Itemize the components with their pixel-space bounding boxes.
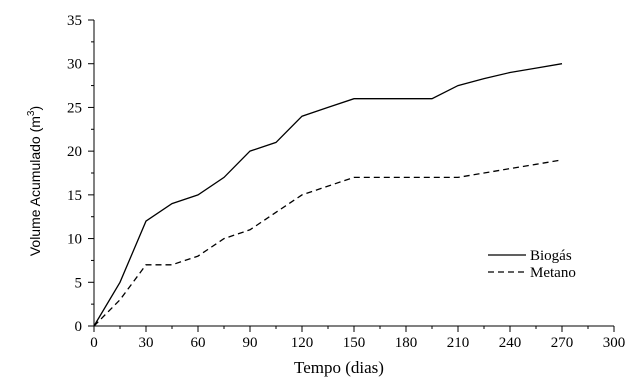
y-tick-label: 20 — [67, 144, 82, 160]
y-tick-label: 25 — [67, 100, 82, 116]
x-tick-label: 180 — [395, 335, 418, 351]
x-tick-label: 30 — [139, 335, 154, 351]
x-tick-label: 120 — [291, 335, 314, 351]
y-axis-title: Volume Acumulado (m3) — [26, 106, 43, 256]
y-tick-label: 0 — [75, 319, 83, 335]
y-ticks: 0 5 10 15 20 25 30 35 — [67, 13, 94, 335]
y-tick-label: 30 — [67, 57, 82, 73]
y-tick-label: 10 — [67, 232, 82, 248]
x-tick-label: 240 — [499, 335, 522, 351]
x-ticks: 0 30 60 90 120 150 180 210 240 270 300 — [90, 326, 625, 351]
series-line-metano — [93, 159, 563, 327]
x-tick-label: 60 — [191, 335, 206, 351]
x-tick-label: 300 — [603, 335, 626, 351]
legend-label-metano: Metano — [530, 265, 576, 281]
x-tick-label: 150 — [343, 335, 366, 351]
x-tick-label: 210 — [447, 335, 470, 351]
x-tick-label: 90 — [243, 335, 258, 351]
y-tick-label: 5 — [75, 275, 83, 291]
y-tick-label: 35 — [67, 13, 82, 29]
series-lines — [93, 63, 563, 327]
series-line-biogas — [93, 63, 563, 327]
y-tick-label: 15 — [67, 188, 82, 204]
axis-titles: Tempo (dias) Volume Acumulado (m3) — [26, 106, 384, 377]
x-axis-title: Tempo (dias) — [294, 358, 384, 377]
legend-label-biogas: Biogás — [530, 248, 572, 264]
x-tick-label: 270 — [551, 335, 574, 351]
x-tick-label: 0 — [90, 335, 98, 351]
